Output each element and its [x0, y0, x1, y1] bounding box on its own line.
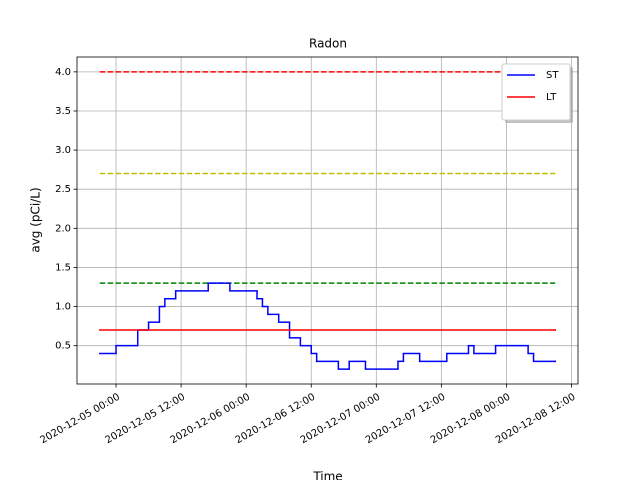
y-tick-label: 3.0 [55, 145, 71, 156]
y-tick-label: 2.0 [55, 223, 71, 234]
chart-title: Radon [309, 37, 347, 51]
y-tick-label: 0.5 [55, 341, 71, 352]
y-tick-label: 3.5 [55, 106, 71, 117]
plot-frame [76, 56, 579, 385]
y-axis-label: avg (pCi/L) [29, 187, 43, 252]
x-axis-label: Time [312, 470, 342, 480]
legend-label: LT [546, 92, 557, 103]
legend-label: ST [546, 70, 559, 81]
y-tick-label: 1.0 [55, 302, 71, 313]
legend [501, 63, 571, 121]
y-tick-label: 1.5 [55, 262, 71, 273]
y-tick-label: 2.5 [55, 184, 71, 195]
y-tick-label: 4.0 [55, 67, 71, 78]
